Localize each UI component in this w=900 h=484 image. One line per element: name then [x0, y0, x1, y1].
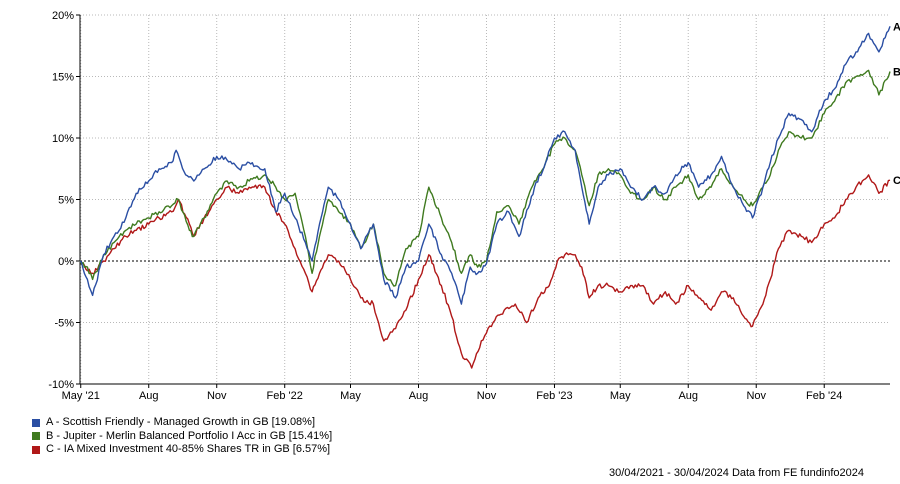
legend-item-b: B - Jupiter - Merlin Balanced Portfolio …: [32, 430, 332, 444]
x-tick-label: Aug: [409, 390, 429, 402]
gridlines: [80, 14, 890, 385]
y-tick-label: 0%: [58, 256, 74, 268]
legend-label-a: A - Scottish Friendly - Managed Growth i…: [46, 416, 316, 428]
legend-label-b: B - Jupiter - Merlin Balanced Portfolio …: [46, 429, 333, 442]
x-tick-label: May: [610, 390, 631, 402]
x-tick-label: Nov: [477, 390, 497, 402]
x-tick-label: May '21: [62, 390, 100, 402]
x-tick-label: Nov: [746, 390, 766, 402]
y-tick-label: 15%: [52, 72, 74, 84]
series-end-labels: C B A: [893, 21, 900, 187]
x-tick-label: Feb '24: [806, 390, 842, 402]
series-end-label-b: B: [893, 66, 900, 78]
legend-swatch-a: [32, 418, 40, 427]
series-line-c: [79, 174, 891, 369]
series-line-b: [79, 69, 891, 287]
y-tick-labels: -10% -5% 0% 5% 10% 15% 20%: [48, 10, 74, 391]
x-tick-label: Feb '22: [267, 390, 303, 402]
legend: A - Scottish Friendly - Managed Growth i…: [32, 416, 332, 457]
legend-label-c: C - IA Mixed Investment 40-85% Shares TR…: [46, 443, 331, 455]
legend-item-a: A - Scottish Friendly - Managed Growth i…: [32, 416, 332, 430]
legend-swatch-b: [32, 432, 40, 441]
legend-item-c: C - IA Mixed Investment 40-85% Shares TR…: [32, 443, 332, 457]
series-lines: [79, 26, 891, 369]
x-tick-label: Aug: [139, 390, 159, 402]
x-tick-labels: May '21 Aug Nov Feb '22 May Aug Nov Feb '23 May A…: [62, 390, 843, 402]
y-tick-label: -5%: [54, 318, 74, 330]
series-line-a: [79, 26, 891, 305]
series-end-label-c: C: [893, 175, 900, 187]
y-tick-label: 10%: [52, 133, 74, 145]
x-tick-label: Nov: [207, 390, 227, 402]
y-tick-label: -10%: [48, 379, 74, 391]
x-tick-label: May: [340, 390, 361, 402]
series-end-label-a: A: [893, 21, 900, 33]
source-footer: 30/04/2021 - 30/04/2024 Data from FE fun…: [609, 467, 865, 479]
y-tick-label: 5%: [58, 195, 74, 207]
x-tick-label: Feb '23: [536, 390, 572, 402]
axes: [76, 14, 890, 388]
x-tick-label: Aug: [678, 390, 698, 402]
legend-swatch-c: [32, 445, 40, 454]
y-tick-label: 20%: [52, 10, 74, 22]
